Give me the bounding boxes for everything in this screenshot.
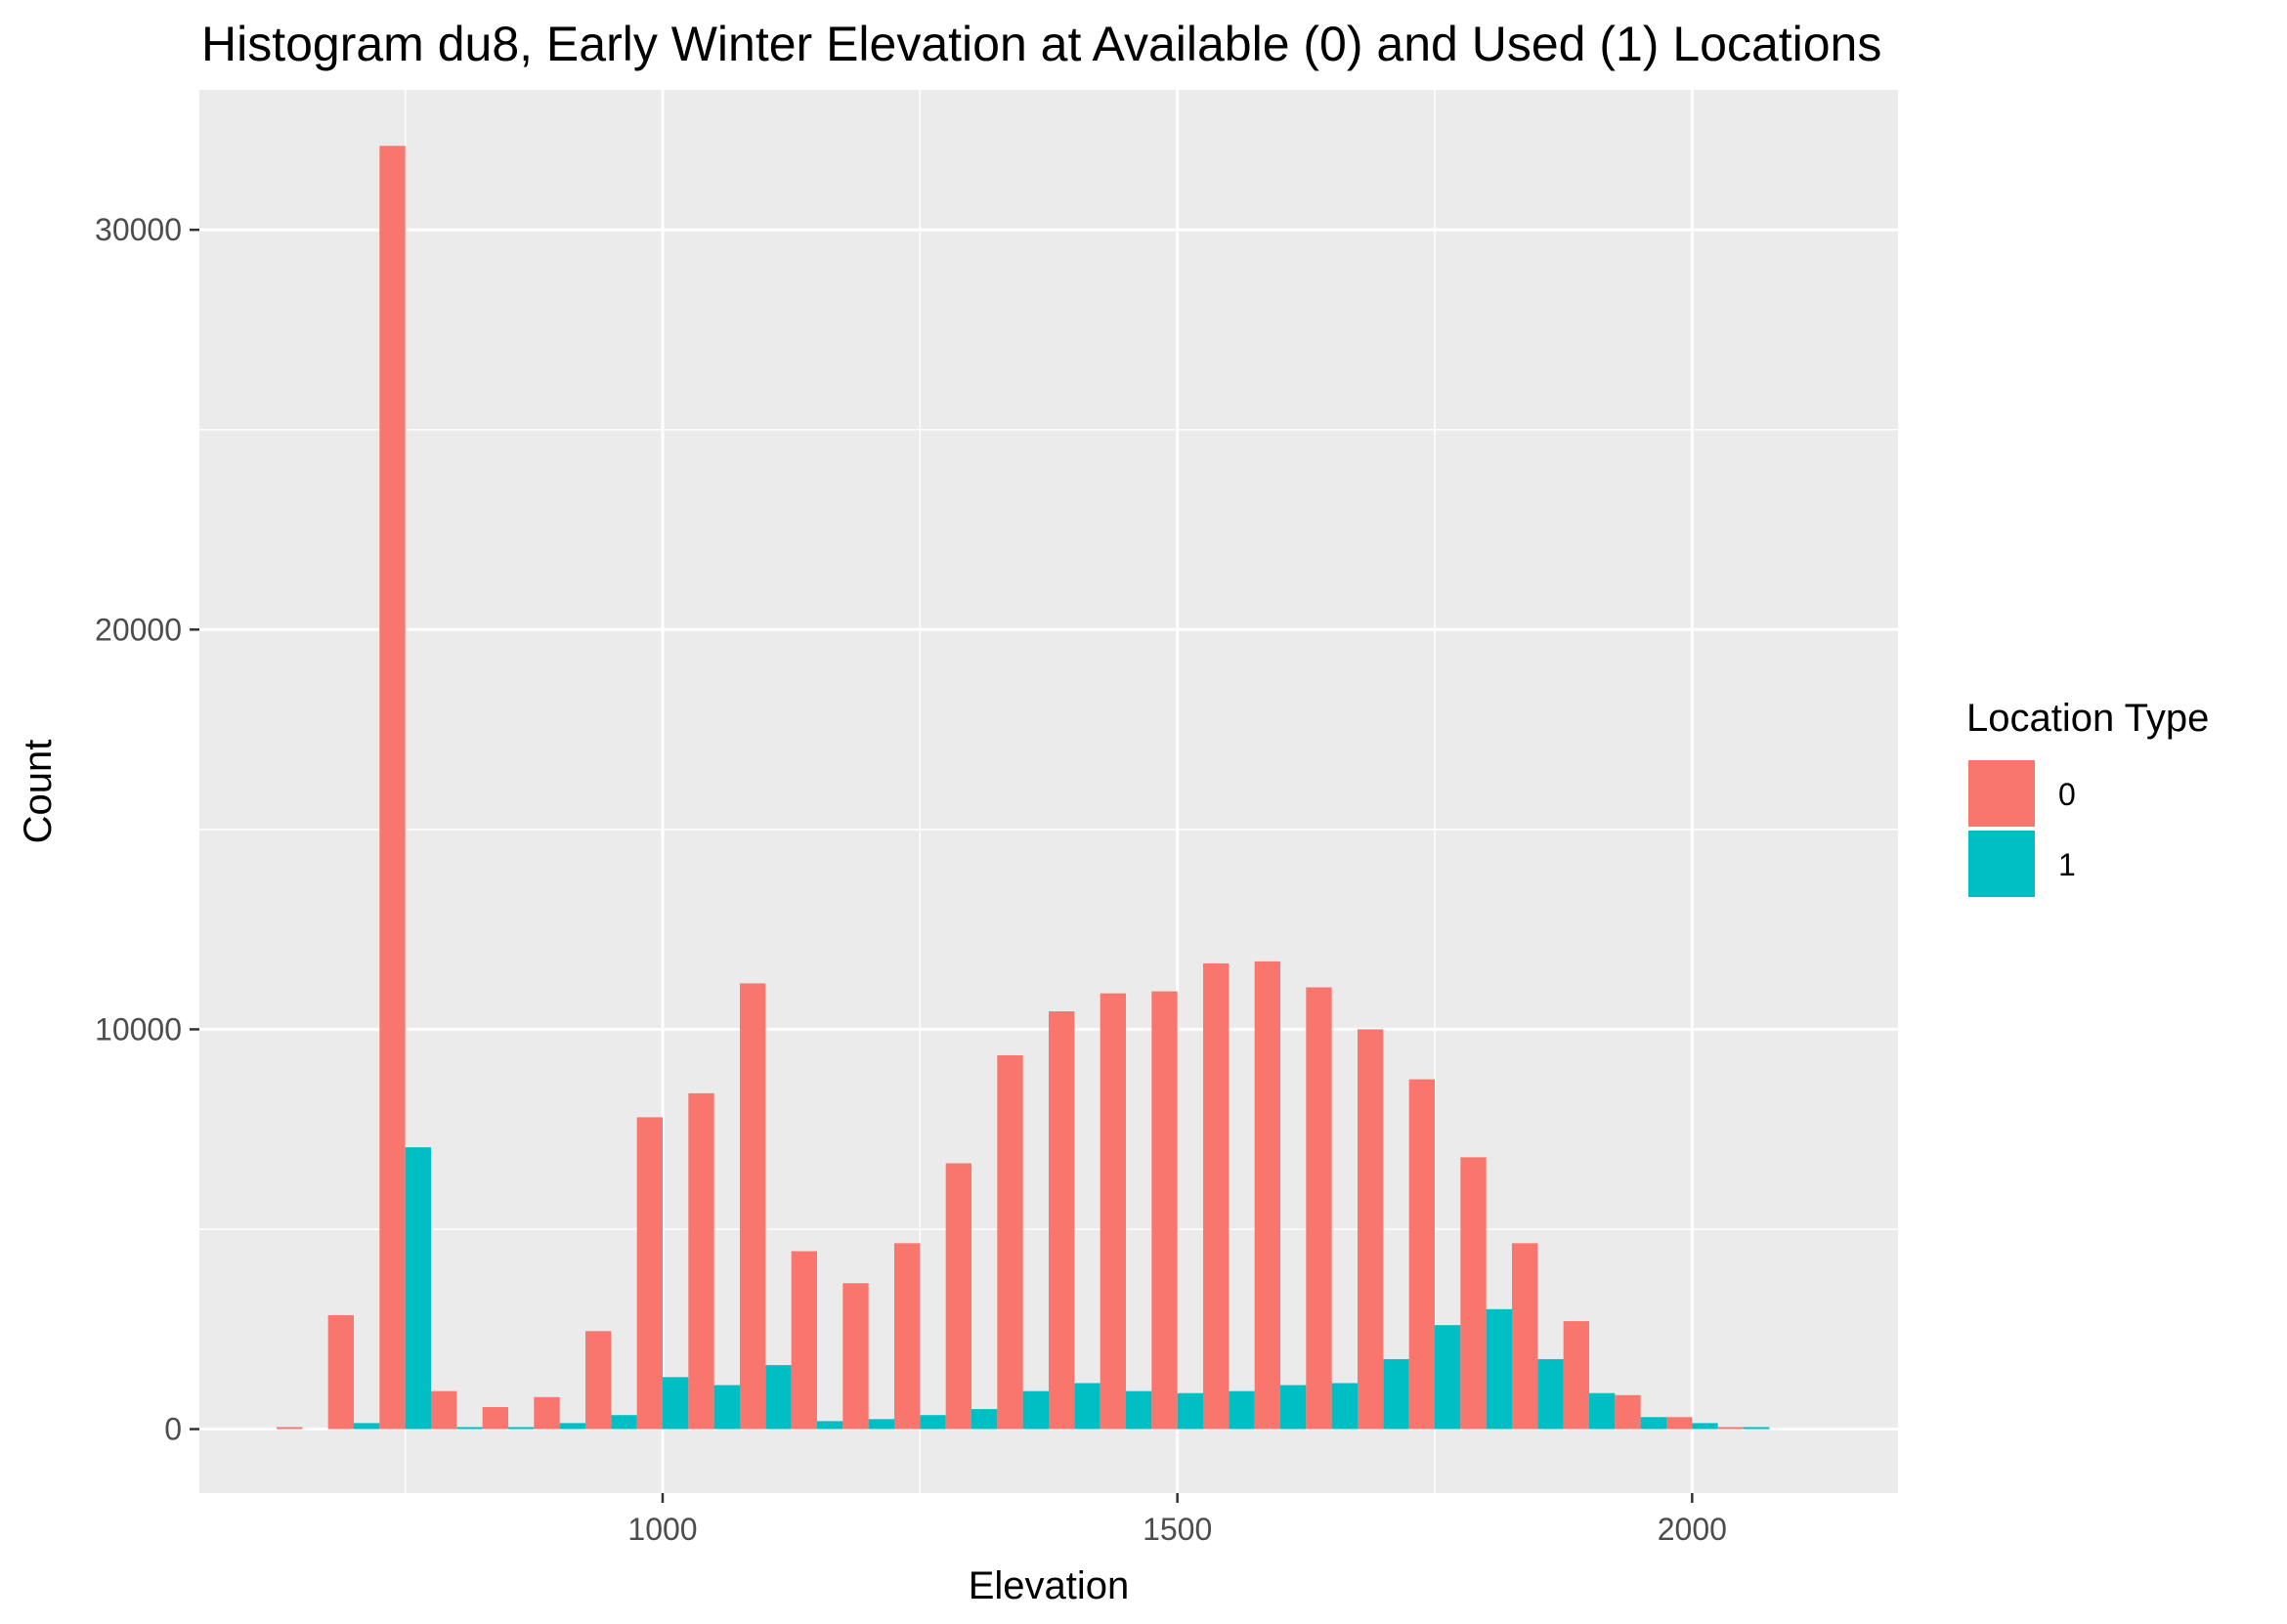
y-tick-label: 10000 bbox=[95, 1011, 182, 1047]
bar-series-0 bbox=[688, 1092, 714, 1430]
legend-title: Location Type bbox=[1966, 697, 2209, 740]
bar-series-0 bbox=[1151, 991, 1178, 1430]
legend-label-1: 1 bbox=[2058, 847, 2076, 882]
bar-series-0 bbox=[1512, 1243, 1538, 1430]
bar-series-1 bbox=[508, 1427, 535, 1430]
bar-series-1 bbox=[1229, 1390, 1255, 1430]
bar-series-0 bbox=[1254, 961, 1280, 1430]
legend-swatch-1 bbox=[1968, 831, 2035, 897]
x-tick-label: 2000 bbox=[1658, 1512, 1727, 1547]
legend: Location Type 0 1 bbox=[1966, 697, 2209, 897]
bar-series-1 bbox=[1177, 1392, 1203, 1430]
y-tick-label: 0 bbox=[164, 1412, 182, 1447]
bar-series-1 bbox=[663, 1377, 689, 1430]
bar-series-0 bbox=[1358, 1029, 1384, 1430]
bar-series-0 bbox=[1306, 987, 1332, 1430]
x-axis-title: Elevation bbox=[969, 1564, 1130, 1607]
x-tick-label: 1500 bbox=[1143, 1512, 1212, 1547]
bar-series-1 bbox=[456, 1427, 483, 1430]
bar-series-0 bbox=[1408, 1079, 1435, 1430]
bar-series-0 bbox=[1717, 1427, 1744, 1430]
bar-series-1 bbox=[1589, 1392, 1616, 1430]
bar-series-1 bbox=[1331, 1383, 1358, 1430]
chart-title: Histogram du8, Early Winter Elevation at… bbox=[201, 17, 1881, 71]
bar-series-0 bbox=[379, 146, 406, 1430]
bar-series-1 bbox=[765, 1365, 792, 1430]
bar-series-0 bbox=[327, 1314, 354, 1430]
bar-series-1 bbox=[1435, 1325, 1461, 1430]
bar-series-1 bbox=[1022, 1390, 1049, 1430]
bar-series-1 bbox=[920, 1415, 946, 1430]
bar-series-0 bbox=[791, 1251, 817, 1430]
bar-series-1 bbox=[1383, 1358, 1409, 1430]
legend-swatch-0 bbox=[1968, 760, 2035, 827]
bar-series-1 bbox=[1126, 1390, 1152, 1430]
bar-series-0 bbox=[534, 1396, 560, 1430]
bars bbox=[277, 146, 1770, 1430]
bar-series-1 bbox=[1692, 1423, 1718, 1430]
bar-series-0 bbox=[277, 1427, 303, 1430]
bar-series-1 bbox=[713, 1385, 740, 1430]
bar-series-1 bbox=[1280, 1385, 1307, 1430]
bar-series-1 bbox=[1640, 1417, 1666, 1430]
bar-series-0 bbox=[636, 1117, 663, 1430]
bar-series-1 bbox=[559, 1423, 585, 1430]
legend-label-0: 0 bbox=[2058, 777, 2076, 812]
bar-series-0 bbox=[997, 1055, 1023, 1430]
bar-series-0 bbox=[1460, 1157, 1487, 1430]
bar-series-0 bbox=[894, 1243, 921, 1430]
bar-series-1 bbox=[405, 1147, 431, 1430]
bar-series-0 bbox=[1563, 1321, 1589, 1430]
bar-series-1 bbox=[1537, 1358, 1564, 1430]
axis-ticks bbox=[190, 228, 1694, 1503]
y-tick-label: 20000 bbox=[95, 612, 182, 647]
bar-series-0 bbox=[1666, 1417, 1693, 1430]
bar-series-1 bbox=[817, 1421, 843, 1430]
y-tick-label: 30000 bbox=[95, 212, 182, 247]
bar-series-0 bbox=[1100, 993, 1126, 1430]
bar-series-0 bbox=[431, 1390, 457, 1430]
bar-series-1 bbox=[1744, 1427, 1770, 1430]
x-tick-label: 1000 bbox=[627, 1512, 697, 1547]
bar-series-0 bbox=[1615, 1394, 1641, 1430]
bar-series-1 bbox=[1486, 1308, 1512, 1430]
bar-series-0 bbox=[1049, 1011, 1075, 1430]
bar-series-0 bbox=[945, 1163, 971, 1430]
bar-series-0 bbox=[1203, 962, 1230, 1430]
bar-series-0 bbox=[842, 1283, 869, 1430]
bar-series-1 bbox=[354, 1423, 380, 1430]
bar-series-1 bbox=[971, 1409, 998, 1430]
bar-series-1 bbox=[868, 1419, 894, 1430]
y-axis-title: Count bbox=[17, 740, 60, 844]
bar-series-1 bbox=[1074, 1383, 1100, 1430]
bar-series-1 bbox=[611, 1415, 637, 1430]
bar-series-0 bbox=[482, 1407, 508, 1430]
bar-series-0 bbox=[740, 983, 766, 1430]
bar-series-0 bbox=[585, 1331, 612, 1430]
